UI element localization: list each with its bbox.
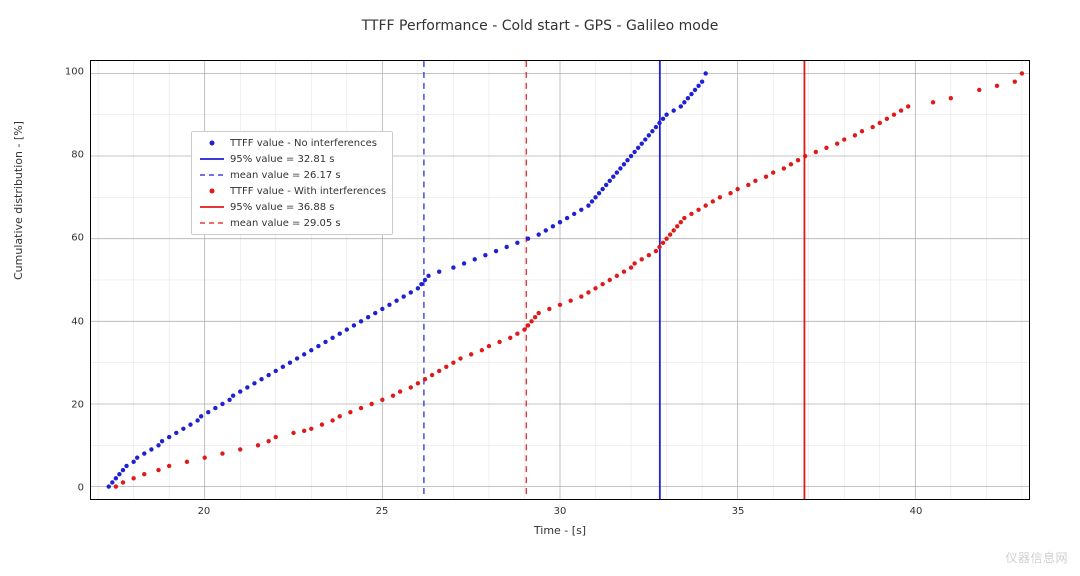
legend-entry: mean value = 29.05 s <box>198 215 386 231</box>
legend-marker-icon <box>198 185 226 197</box>
plot-area: TTFF value - No interferences 95% value =… <box>90 60 1030 500</box>
legend-entry: TTFF value - With interferences <box>198 183 386 199</box>
y-axis-label: Cumulative distribution - [%] <box>12 121 25 280</box>
y-tick-label: 0 <box>60 482 84 493</box>
legend-entry: 95% value = 36.88 s <box>198 199 386 215</box>
legend-label: mean value = 29.05 s <box>230 218 341 229</box>
legend-label: 95% value = 32.81 s <box>230 154 334 165</box>
y-tick-label: 40 <box>60 316 84 327</box>
legend-box: TTFF value - No interferences 95% value =… <box>191 131 393 235</box>
legend-label: mean value = 26.17 s <box>230 170 341 181</box>
y-tick-label: 100 <box>60 67 84 78</box>
x-tick-label: 40 <box>910 506 923 517</box>
legend-label: 95% value = 36.88 s <box>230 202 334 213</box>
legend-solid-line-icon <box>198 153 226 165</box>
y-tick-label: 20 <box>60 399 84 410</box>
data-layer <box>91 61 1029 499</box>
legend-label: TTFF value - With interferences <box>230 186 386 197</box>
x-tick-label: 25 <box>376 506 389 517</box>
x-axis-label: Time - [s] <box>90 524 1030 537</box>
legend-label: TTFF value - No interferences <box>230 138 377 149</box>
legend-entry: mean value = 26.17 s <box>198 167 386 183</box>
y-tick-label: 80 <box>60 150 84 161</box>
y-tick-label: 60 <box>60 233 84 244</box>
x-tick-label: 30 <box>554 506 567 517</box>
x-tick-label: 35 <box>732 506 745 517</box>
legend-dashed-line-icon <box>198 169 226 181</box>
watermark: 仪器信息网 <box>1005 549 1068 566</box>
legend-marker-icon <box>198 137 226 149</box>
legend-entry: 95% value = 32.81 s <box>198 151 386 167</box>
legend-dashed-line-icon <box>198 217 226 229</box>
chart-container: TTFF Performance - Cold start - GPS - Ga… <box>0 0 1080 576</box>
chart-title: TTFF Performance - Cold start - GPS - Ga… <box>0 18 1080 34</box>
x-tick-label: 20 <box>198 506 211 517</box>
legend-solid-line-icon <box>198 201 226 213</box>
legend-entry: TTFF value - No interferences <box>198 135 386 151</box>
